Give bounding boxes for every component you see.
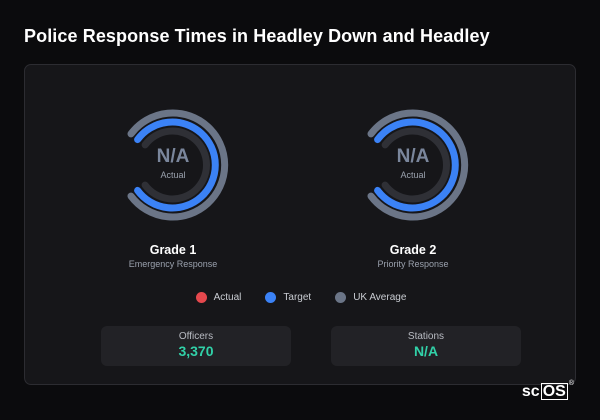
grade-1-actual-label: Actual bbox=[160, 170, 186, 180]
response-times-panel: N/A Actual Grade 1 Emergency Response N/… bbox=[24, 64, 576, 385]
uk-average-dot-icon bbox=[335, 292, 347, 303]
officers-stat-label: Officers bbox=[178, 331, 214, 342]
grade-1-track-arc bbox=[141, 127, 211, 203]
grade-1-gauge-rings bbox=[127, 109, 229, 221]
registered-mark: ® bbox=[568, 380, 574, 387]
grade-1-gauge-center: N/A Actual bbox=[113, 105, 233, 225]
grade-2-actual-label: Actual bbox=[400, 170, 426, 180]
scos-logo: sc OS ® bbox=[521, 380, 574, 401]
legend: Actual Target UK Average bbox=[25, 292, 577, 303]
grade-1-caption: Grade 1 Emergency Response bbox=[93, 243, 253, 269]
stations-stat-value: N/A bbox=[413, 343, 439, 359]
target-dot-icon bbox=[265, 292, 277, 303]
page-title: Police Response Times in Headley Down an… bbox=[24, 26, 490, 46]
brand-boxed: OS bbox=[540, 383, 568, 400]
grade-2-caption: Grade 2 Priority Response bbox=[333, 243, 493, 269]
grade-2-gauge-rings bbox=[367, 109, 469, 221]
grade-2-uk-average-arc bbox=[367, 109, 469, 221]
grade-1-gauge: N/A Actual bbox=[113, 105, 233, 225]
grade-2-target-arc bbox=[374, 118, 459, 212]
legend-label-target: Target bbox=[283, 292, 312, 303]
grade-1-title: Grade 1 bbox=[149, 243, 197, 257]
stations-stat-card: Stations N/A bbox=[331, 326, 521, 366]
brand-prefix: sc bbox=[521, 383, 540, 400]
legend-item-uk-average: UK Average bbox=[335, 292, 406, 303]
legend-label-actual: Actual bbox=[213, 292, 242, 303]
legend-label-uk-average: UK Average bbox=[353, 292, 407, 303]
grade-2-title: Grade 2 bbox=[389, 243, 437, 257]
officers-stat-card: Officers 3,370 bbox=[101, 326, 291, 366]
grade-1-response-type: Emergency Response bbox=[128, 259, 218, 269]
actual-dot-icon bbox=[195, 292, 207, 303]
grade-2-response-type: Priority Response bbox=[377, 259, 449, 269]
legend-item-target: Target bbox=[265, 292, 311, 303]
grade-1-uk-average-arc bbox=[127, 109, 229, 221]
officers-stat-value: 3,370 bbox=[178, 343, 214, 359]
grade-2-track-arc bbox=[381, 127, 451, 203]
grade-2-actual-value: N/A bbox=[396, 146, 430, 167]
grade-1-target-arc bbox=[134, 118, 219, 212]
grade-2-gauge-center: N/A Actual bbox=[353, 105, 473, 225]
legend-item-actual: Actual bbox=[195, 292, 242, 303]
stations-stat-label: Stations bbox=[407, 331, 445, 342]
grade-2-gauge: N/A Actual bbox=[353, 105, 473, 225]
grade-1-actual-value: N/A bbox=[156, 146, 190, 167]
